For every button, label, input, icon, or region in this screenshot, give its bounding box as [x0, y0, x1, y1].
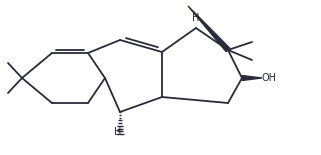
Polygon shape [242, 75, 262, 80]
Polygon shape [188, 6, 230, 52]
Text: OH: OH [262, 73, 277, 83]
Text: H: H [192, 13, 200, 23]
Text: H: H [114, 127, 122, 137]
